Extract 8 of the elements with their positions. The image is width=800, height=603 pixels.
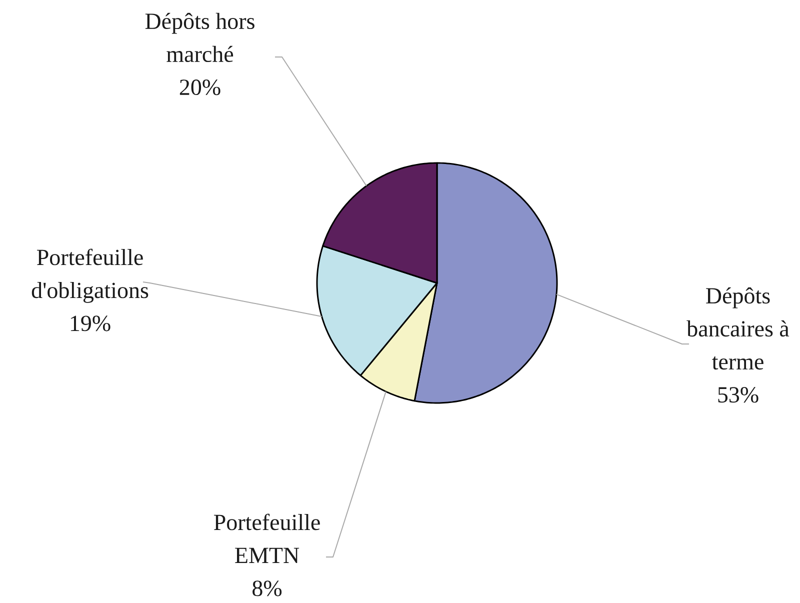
data-label: 20% <box>180 80 220 96</box>
slice-label: Dépôts bancaires à terme <box>686 287 790 370</box>
slice-label: Portefeuille d'obligations <box>32 248 148 303</box>
slice-label: Dépôts hors marché <box>145 12 254 62</box>
data-label: 53% <box>718 387 758 403</box>
slice-label: Portefeuille EMTN <box>214 514 320 563</box>
data-label: 8% <box>252 580 282 596</box>
data-label: 19% <box>70 316 110 332</box>
